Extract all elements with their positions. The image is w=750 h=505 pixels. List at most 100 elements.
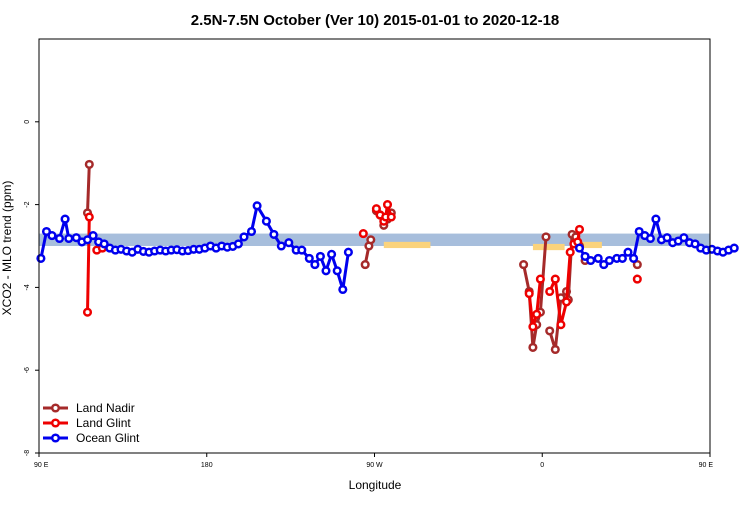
y-tick-label: -8: [24, 450, 31, 456]
y-tick-label: -4: [24, 284, 31, 290]
legend-label: Ocean Glint: [76, 431, 140, 445]
data-point-ocean-glint: [261, 216, 271, 226]
data-point-land-nadir: [528, 342, 538, 352]
data-point-ocean-glint: [47, 231, 57, 241]
data-point-ocean-glint: [343, 247, 353, 257]
data-point-ocean-glint: [88, 231, 98, 241]
data-point-land-nadir: [550, 344, 560, 355]
legend-swatch-marker: [50, 403, 61, 413]
data-point-land-glint: [545, 286, 555, 297]
series-land-nadir: [82, 159, 642, 355]
data-point-land-glint: [382, 200, 393, 210]
data-point-land-glint: [371, 204, 381, 214]
y-axis-title: XCO2 - MLO trend (ppm): [0, 181, 14, 316]
data-point-ocean-glint: [586, 255, 596, 266]
series-line-land-nadir: [522, 236, 548, 349]
anomaly-region: [383, 241, 431, 249]
data-point-land-nadir: [545, 326, 555, 336]
x-tick-label: 90 E: [699, 462, 714, 469]
y-axis: 0 -2 -4 -6 -8: [24, 120, 39, 456]
data-point-ocean-glint: [690, 239, 700, 249]
data-point-ocean-glint: [574, 243, 585, 253]
series-land-glint: [82, 200, 642, 332]
data-point-land-glint: [358, 229, 368, 239]
data-point-land-nadir: [632, 260, 642, 270]
legend-item-ocean-glint: Ocean Glint: [43, 431, 140, 445]
data-point-land-glint: [532, 309, 542, 319]
series-layer: [36, 159, 739, 355]
y-tick-label: -2: [24, 201, 31, 207]
data-point-ocean-glint: [304, 253, 314, 263]
legend-item-land-nadir: Land Nadir: [43, 401, 135, 415]
data-point-ocean-glint: [246, 226, 257, 237]
series-ocean-glint: [36, 201, 739, 295]
data-point-land-glint: [565, 247, 575, 257]
data-point-ocean-glint: [593, 253, 603, 263]
data-point-ocean-glint: [634, 226, 644, 237]
data-point-ocean-glint: [645, 233, 655, 244]
data-point-ocean-glint: [297, 245, 307, 255]
data-point-land-glint: [556, 320, 566, 330]
data-point-ocean-glint: [617, 253, 627, 263]
x-tick-label: 90 W: [366, 462, 383, 469]
data-point-ocean-glint: [580, 251, 590, 261]
x-axis-title: Longitude: [349, 478, 402, 492]
y-tick-label: -6: [24, 367, 31, 373]
y-tick-label: 0: [24, 120, 31, 124]
legend-swatch-marker: [50, 433, 61, 443]
x-tick-label: 90 E: [34, 462, 49, 469]
data-point-ocean-glint: [60, 214, 70, 224]
data-point-ocean-glint: [315, 251, 325, 261]
data-point-ocean-glint: [239, 232, 249, 242]
data-point-ocean-glint: [276, 241, 286, 251]
anomaly-region: [579, 241, 602, 249]
data-point-land-glint: [386, 212, 396, 222]
legend-swatch-marker: [50, 418, 61, 428]
data-point-ocean-glint: [662, 233, 672, 243]
data-point-ocean-glint: [651, 214, 661, 224]
series-line-land-glint: [527, 278, 542, 329]
data-point-land-nadir: [84, 159, 94, 169]
data-point-ocean-glint: [623, 247, 633, 257]
data-point-land-nadir: [360, 260, 370, 270]
data-point-land-glint: [632, 274, 642, 284]
data-point-ocean-glint: [332, 266, 342, 276]
data-point-ocean-glint: [269, 229, 279, 239]
data-point-land-glint: [535, 274, 545, 284]
legend-item-land-glint: Land Glint: [43, 416, 131, 430]
x-tick-label: 180: [201, 462, 213, 469]
data-point-ocean-glint: [284, 238, 294, 248]
data-point-land-nadir: [519, 260, 529, 270]
chart-title: 2.5N-7.5N October (Ver 10) 2015-01-01 to…: [191, 12, 560, 29]
data-point-land-glint: [561, 297, 572, 307]
data-point-ocean-glint: [604, 255, 614, 266]
data-point-ocean-glint: [252, 201, 262, 211]
data-point-ocean-glint: [82, 235, 93, 245]
data-point-ocean-glint: [64, 233, 74, 244]
series-line-land-glint: [86, 216, 91, 313]
data-point-land-glint: [574, 224, 585, 234]
data-point-land-nadir: [541, 232, 551, 242]
series-line-land-nadir: [86, 164, 91, 213]
x-tick-label: 0: [540, 462, 544, 469]
data-point-land-nadir: [366, 235, 376, 245]
data-point-land-glint: [550, 274, 560, 284]
x-axis: 90 E 180 90 W 0 90 E: [34, 453, 713, 469]
data-point-ocean-glint: [327, 249, 337, 259]
data-point-land-glint: [84, 212, 94, 222]
data-point-land-glint: [524, 289, 534, 299]
data-point-ocean-glint: [729, 243, 739, 253]
data-point-ocean-glint: [321, 266, 331, 276]
legend-label: Land Glint: [76, 416, 131, 430]
legend-label: Land Nadir: [76, 401, 135, 415]
data-point-ocean-glint: [41, 226, 52, 237]
data-point-ocean-glint: [54, 233, 65, 244]
data-point-ocean-glint: [679, 233, 689, 243]
data-point-ocean-glint: [71, 233, 81, 243]
data-point-ocean-glint: [233, 239, 243, 249]
data-point-ocean-glint: [99, 239, 109, 249]
data-point-ocean-glint: [599, 260, 609, 270]
